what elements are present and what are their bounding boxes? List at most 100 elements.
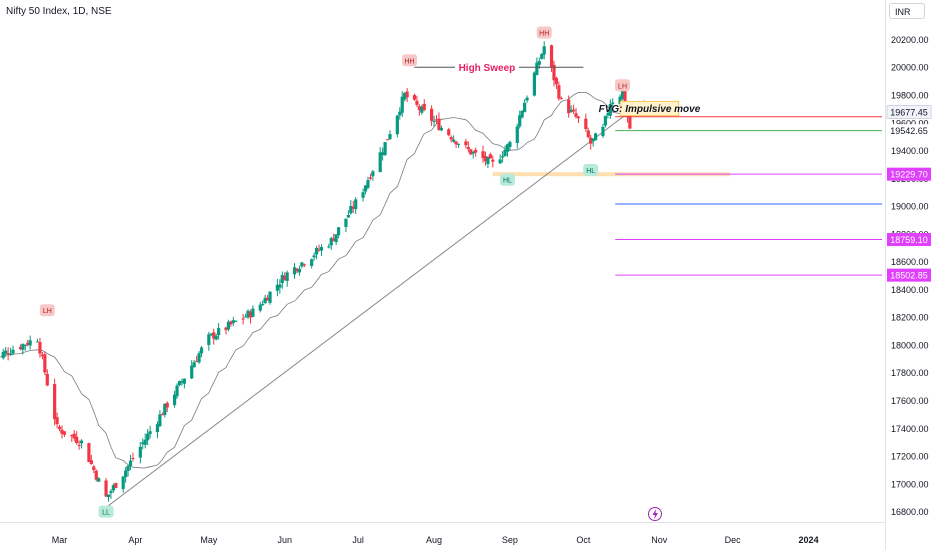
candle <box>285 270 289 287</box>
swing-label: HL <box>503 178 512 185</box>
candle <box>72 430 76 442</box>
candle-body <box>35 341 40 343</box>
candle <box>481 145 485 163</box>
swing-label: LH <box>618 83 627 90</box>
candle-body <box>4 350 8 354</box>
candle <box>38 337 42 358</box>
candle-body <box>439 127 443 131</box>
lightning-icon[interactable] <box>648 507 662 521</box>
candle-body <box>319 246 324 251</box>
candle <box>79 439 84 449</box>
candle <box>606 109 610 119</box>
candle-body <box>55 417 59 425</box>
candle-body <box>336 227 341 236</box>
candle-body <box>190 365 194 379</box>
candle <box>469 148 473 156</box>
candle-body <box>608 104 612 116</box>
candle-body <box>452 139 456 142</box>
swing-badge[interactable]: HL <box>583 163 599 176</box>
candle-body <box>180 381 184 383</box>
candle-body <box>405 91 409 98</box>
candle <box>177 380 182 387</box>
candle <box>591 138 595 147</box>
candle <box>292 263 297 279</box>
currency-button[interactable]: INR <box>889 3 925 19</box>
candle <box>75 431 79 445</box>
candle-body <box>207 334 211 345</box>
candle-body <box>505 144 510 152</box>
swing-badge[interactable]: HH <box>402 54 418 67</box>
candle-body <box>212 332 216 339</box>
candle <box>283 272 287 281</box>
candle <box>148 425 152 439</box>
swing-badge[interactable]: HH <box>536 26 552 39</box>
candle <box>94 469 98 482</box>
swing-badge[interactable]: LH <box>39 304 55 317</box>
candle-body <box>361 192 365 198</box>
candle-body <box>500 156 505 158</box>
candle <box>160 412 164 416</box>
trendline[interactable] <box>105 100 645 508</box>
candle <box>138 441 142 464</box>
candle-body <box>217 328 221 336</box>
candle-body <box>569 109 573 112</box>
price-tag-bg <box>887 124 931 138</box>
candle <box>403 92 407 102</box>
candle-body <box>75 436 79 444</box>
y-tick-label: 17800.00 <box>891 368 929 378</box>
support-zone-band[interactable] <box>492 172 731 177</box>
candle <box>603 115 607 128</box>
candle-body <box>532 72 537 96</box>
candle-body <box>126 465 130 471</box>
x-tick-label: Oct <box>576 535 591 545</box>
candle <box>415 95 419 108</box>
candle-body <box>491 159 495 162</box>
candle-body <box>106 494 111 497</box>
candle-body <box>488 154 492 159</box>
candle <box>452 135 456 143</box>
candle <box>594 132 598 141</box>
candle-body <box>160 414 164 416</box>
candle-body <box>327 246 331 248</box>
candle-body <box>302 264 306 266</box>
candle <box>268 291 272 305</box>
candle <box>346 210 350 219</box>
candle <box>466 141 470 153</box>
candle-body <box>94 470 98 480</box>
candle-body <box>72 433 76 439</box>
candle <box>21 343 25 355</box>
fvg-box[interactable] <box>619 100 680 117</box>
candle <box>212 328 216 345</box>
badge-bg <box>499 173 515 186</box>
candle-body <box>503 149 507 157</box>
candle-body <box>586 130 590 138</box>
candle-body <box>400 96 404 113</box>
candle <box>146 429 150 446</box>
swing-badge[interactable]: HL <box>499 173 515 186</box>
candle-body <box>498 159 502 164</box>
x-tick-label: Apr <box>128 535 142 545</box>
swing-badge[interactable]: LL <box>98 505 114 518</box>
candle-body <box>266 297 270 301</box>
candle <box>400 91 404 117</box>
candle <box>172 390 177 408</box>
candle <box>197 351 201 364</box>
candle <box>437 112 441 131</box>
candle <box>491 155 495 168</box>
candle-body <box>540 54 544 59</box>
candle-body <box>53 383 57 420</box>
candle <box>434 115 439 124</box>
candle-body <box>92 466 96 470</box>
candle <box>175 383 179 399</box>
candle-body <box>601 126 605 137</box>
candle <box>559 96 563 100</box>
candle <box>368 173 373 181</box>
candle-body <box>456 143 461 145</box>
candle-body <box>155 424 160 433</box>
candle-body <box>87 443 91 463</box>
candle <box>6 347 10 361</box>
swing-badge[interactable]: LH <box>615 79 631 92</box>
candle-body <box>378 152 382 172</box>
